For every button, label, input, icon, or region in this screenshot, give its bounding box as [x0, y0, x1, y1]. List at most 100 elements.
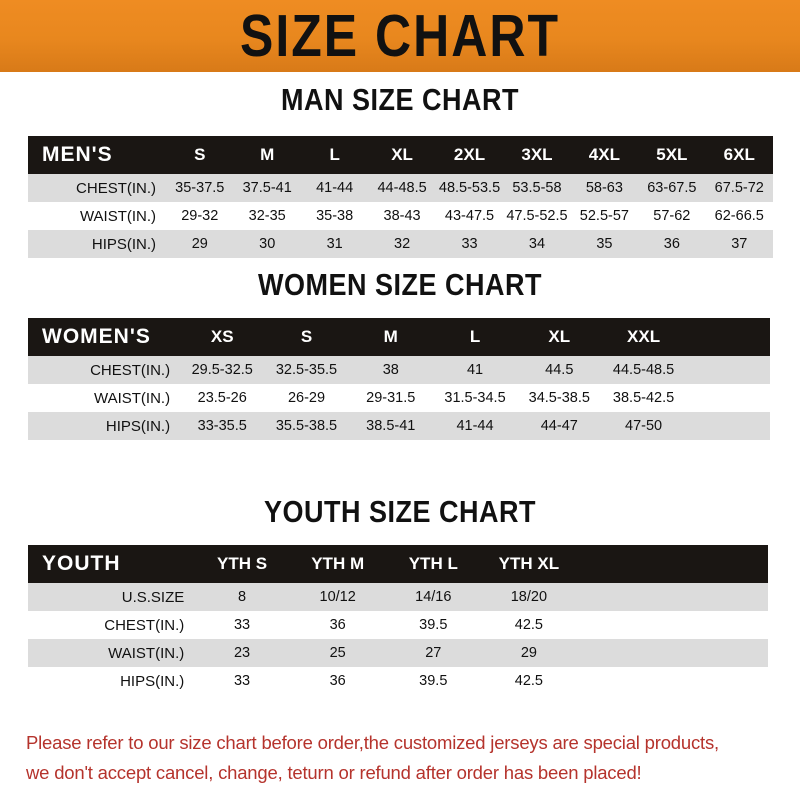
- man-table-header-row: MEN'S S M L XL 2XL 3XL 4XL 5XL 6XL: [28, 136, 773, 174]
- table-cell: 38.5-41: [348, 412, 433, 440]
- table-cell: 31: [300, 230, 369, 258]
- table-cell: [576, 639, 673, 667]
- table-cell: 44.5: [517, 356, 602, 384]
- table-cell: 39.5: [385, 667, 482, 695]
- section-title-women: WOMEN SIZE CHART: [258, 268, 542, 302]
- table-cell: 27: [385, 639, 482, 667]
- table-cell: 53.5-58: [503, 174, 571, 202]
- table-cell: 67.5-72: [705, 174, 773, 202]
- youth-row-label: HIPS(IN.): [28, 667, 195, 695]
- table-cell: 62-66.5: [705, 202, 773, 230]
- table-cell: 42.5: [481, 611, 577, 639]
- table-cell: 44.5-48.5: [601, 356, 686, 384]
- women-column-header: S: [300, 327, 313, 346]
- table-row: WAIST(IN.) 23 25 27 29: [28, 639, 768, 667]
- table-cell: 23.5-26: [180, 384, 265, 412]
- man-column-header: 6XL: [723, 145, 755, 164]
- table-cell: 44-48.5: [368, 174, 436, 202]
- table-cell: 63-67.5: [638, 174, 706, 202]
- table-cell: 26-29: [264, 384, 349, 412]
- women-column-header: M: [383, 327, 398, 346]
- table-cell: 58-63: [570, 174, 639, 202]
- table-row: CHEST(IN.) 33 36 39.5 42.5: [28, 611, 768, 639]
- table-cell: 41-44: [432, 412, 518, 440]
- section-title-man: MAN SIZE CHART: [281, 83, 519, 117]
- women-column-header: XXL: [627, 327, 661, 346]
- man-size-table: MEN'S S M L XL 2XL 3XL 4XL 5XL 6XL CHEST(IN.) 35-37…: [28, 136, 773, 258]
- table-cell: 41-44: [300, 174, 369, 202]
- table-cell: 37.5-41: [233, 174, 301, 202]
- section-title-youth: YOUTH SIZE CHART: [263, 495, 536, 529]
- table-cell: 29: [166, 230, 234, 258]
- women-row-label: HIPS(IN.): [28, 412, 181, 440]
- footer-disclaimer: Please refer to our size chart before or…: [26, 728, 778, 788]
- table-cell: [685, 356, 770, 384]
- table-cell: 29-31.5: [348, 384, 433, 412]
- table-cell: [685, 412, 770, 440]
- youth-size-chart-table: YOUTH YTH S YTH M YTH L YTH XL U.S.SIZE 8 10/12…: [28, 545, 768, 695]
- man-column-header: 3XL: [521, 145, 553, 164]
- table-cell: 35-37.5: [166, 174, 234, 202]
- table-cell: 47-50: [601, 412, 686, 440]
- table-cell: 25: [289, 639, 386, 667]
- table-cell: 32.5-35.5: [264, 356, 349, 384]
- table-row: HIPS(IN.) 29 30 31 32 33 34 35 36 37: [28, 230, 773, 258]
- footer-line-2: we don't accept cancel, change, teturn o…: [26, 762, 642, 783]
- youth-header-label: YOUTH: [42, 552, 121, 575]
- youth-column-header: YTH S: [217, 554, 268, 573]
- table-cell: 36: [638, 230, 706, 258]
- youth-column-header: [577, 545, 673, 583]
- man-column-header: XL: [391, 145, 413, 164]
- table-cell: [672, 583, 768, 611]
- man-column-header: M: [260, 145, 275, 164]
- women-table-header-row: WOMEN'S XS S M L XL XXL: [28, 318, 770, 356]
- table-cell: 33: [435, 230, 504, 258]
- women-size-table: WOMEN'S XS S M L XL XXL CHEST(IN.) 29.5-32.5 32.5…: [28, 318, 770, 440]
- women-column-header: [686, 318, 770, 356]
- man-row-label: WAIST(IN.): [28, 202, 167, 230]
- man-column-header: 4XL: [588, 145, 620, 164]
- table-cell: 23: [194, 639, 290, 667]
- man-size-chart-table: MEN'S S M L XL 2XL 3XL 4XL 5XL 6XL CHEST(IN.) 35-37…: [28, 136, 773, 258]
- women-column-header: XL: [548, 327, 571, 346]
- table-cell: 29: [481, 639, 577, 667]
- table-cell: 35: [570, 230, 639, 258]
- table-cell: 34: [503, 230, 571, 258]
- table-cell: 35-38: [300, 202, 369, 230]
- youth-column-header: [672, 545, 768, 583]
- table-cell: 44-47: [517, 412, 602, 440]
- table-cell: 29.5-32.5: [180, 356, 265, 384]
- table-cell: 29-32: [166, 202, 234, 230]
- table-row: HIPS(IN.) 33 36 39.5 42.5: [28, 667, 768, 695]
- table-cell: 37: [705, 230, 773, 258]
- youth-column-header: YTH L: [408, 554, 458, 573]
- youth-table-header-row: YOUTH YTH S YTH M YTH L YTH XL: [28, 545, 768, 583]
- table-cell: 31.5-34.5: [432, 384, 518, 412]
- table-cell: [685, 384, 770, 412]
- footer-line-1: Please refer to our size chart before or…: [26, 732, 719, 753]
- table-row: CHEST(IN.) 29.5-32.5 32.5-35.5 38 41 44.5 44.5…: [28, 356, 770, 384]
- table-cell: 57-62: [638, 202, 706, 230]
- page-title: SIZE CHART: [240, 2, 560, 70]
- youth-row-label: WAIST(IN.): [28, 639, 195, 667]
- table-row: U.S.SIZE 8 10/12 14/16 18/20: [28, 583, 768, 611]
- table-cell: 10/12: [289, 583, 386, 611]
- table-cell: 18/20: [481, 583, 577, 611]
- table-cell: 41: [432, 356, 518, 384]
- man-column-header: 5XL: [656, 145, 688, 164]
- man-header-label: MEN'S: [42, 143, 113, 166]
- youth-column-header: YTH M: [311, 554, 365, 573]
- table-row: HIPS(IN.) 33-35.5 35.5-38.5 38.5-41 41-44 44-…: [28, 412, 770, 440]
- man-column-header: 2XL: [453, 145, 486, 164]
- youth-column-header: YTH XL: [498, 554, 560, 573]
- table-cell: 33-35.5: [180, 412, 265, 440]
- table-cell: [672, 611, 768, 639]
- table-cell: [576, 667, 673, 695]
- youth-row-label: U.S.SIZE: [28, 583, 195, 611]
- table-cell: 39.5: [385, 611, 482, 639]
- table-cell: 42.5: [481, 667, 577, 695]
- women-size-chart-table: WOMEN'S XS S M L XL XXL CHEST(IN.) 29.5-32.5 32.5…: [28, 318, 770, 440]
- table-cell: [672, 639, 768, 667]
- table-cell: 47.5-52.5: [503, 202, 571, 230]
- table-cell: 32: [368, 230, 436, 258]
